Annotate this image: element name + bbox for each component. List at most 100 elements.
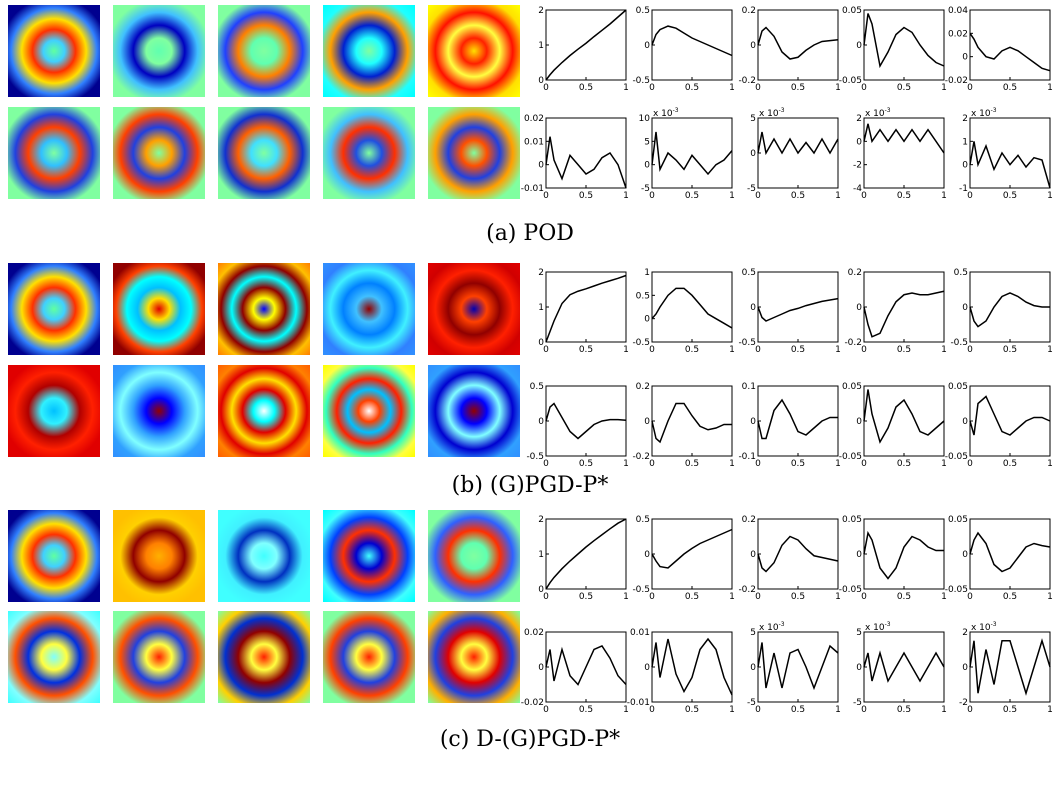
y-tick-label: 0.2 [848, 268, 862, 278]
line-plot: 0 1 2 0 0.5 1 [538, 6, 629, 93]
y-tick-label: 2 [538, 268, 544, 278]
mode-image [428, 365, 520, 457]
mode-image [8, 611, 100, 703]
y-tick-label: 0 [856, 303, 862, 313]
x-tick-label: 1 [1047, 83, 1053, 93]
axis-multiplier: x 10-3 [865, 621, 891, 633]
y-tick-label: 0.5 [954, 268, 968, 278]
mode-image [218, 5, 310, 97]
curve [651, 131, 733, 176]
x-tick-label: 0.5 [685, 459, 699, 469]
y-tick-label: 1 [962, 137, 968, 147]
x-tick-label: 0 [649, 705, 655, 715]
x-tick-label: 0 [967, 459, 973, 469]
y-tick-label: 0 [856, 550, 862, 560]
line-plot: -0.500.50 0.5 1 [632, 6, 734, 93]
x-tick-label: 1 [623, 191, 629, 201]
y-tick-label: -1 [959, 184, 968, 194]
x-tick-label: 0.5 [685, 191, 699, 201]
y-tick-label: 0.2 [636, 382, 650, 392]
mode-image [8, 510, 100, 602]
plot-frame [969, 117, 1051, 189]
curve [651, 287, 733, 329]
y-tick-label: -0.2 [632, 452, 650, 462]
y-tick-label: -2 [959, 698, 968, 708]
plot-frame [969, 385, 1051, 457]
x-tick-label: 0 [755, 191, 761, 201]
x-tick-label: 1 [835, 345, 841, 355]
line-plot: -0.200.20 0.5 1 [738, 515, 840, 602]
x-tick-label: 1 [941, 592, 947, 602]
mode-image [428, 611, 520, 703]
plot-frame [863, 271, 945, 343]
plot-frame [651, 9, 733, 81]
y-tick-label: 5 [750, 114, 756, 124]
mode-image [113, 611, 205, 703]
y-tick-label: 0 [644, 315, 650, 325]
caption: (a) POD [486, 221, 574, 246]
y-tick-label: -5 [641, 184, 650, 194]
x-tick-label: 0.5 [685, 83, 699, 93]
curve [863, 530, 944, 580]
y-tick-label: 0.05 [842, 6, 862, 16]
x-tick-label: 0.5 [1003, 191, 1017, 201]
line-plot: 0 1 2 0 0.5 1 [538, 268, 629, 355]
x-tick-label: 0 [543, 592, 549, 602]
x-tick-label: 0.5 [791, 191, 805, 201]
y-tick-label: 0 [750, 417, 756, 427]
curve [969, 531, 1051, 573]
mode-image [218, 365, 310, 457]
curve [863, 290, 945, 338]
y-tick-label: 0 [962, 417, 968, 427]
line-plot: -0.500.50 0.5 1 [632, 515, 734, 602]
curve [863, 389, 945, 444]
mode-image [218, 107, 310, 199]
plot-frame [969, 9, 1051, 81]
x-tick-label: 1 [941, 83, 947, 93]
axis-multiplier: x 10-3 [759, 621, 785, 633]
y-tick-label: -0.05 [945, 585, 968, 595]
mode-image [323, 5, 415, 97]
x-tick-label: 1 [729, 459, 735, 469]
x-tick-label: 0.5 [579, 705, 593, 715]
x-tick-label: 0 [649, 459, 655, 469]
mode-image [113, 263, 205, 355]
x-tick-label: 0 [755, 592, 761, 602]
x-tick-label: 0 [967, 191, 973, 201]
x-tick-label: 0.5 [897, 191, 911, 201]
mode-image [8, 5, 100, 97]
y-tick-label: 1 [644, 268, 650, 278]
curve [545, 518, 627, 590]
x-tick-label: 0.5 [1003, 705, 1017, 715]
y-tick-label: -0.2 [738, 76, 756, 86]
plot-frame [651, 631, 733, 703]
curve [757, 297, 839, 322]
plot-frame [545, 271, 627, 343]
x-tick-label: 1 [729, 345, 735, 355]
plot-frame [863, 518, 945, 590]
plot-frame [651, 117, 733, 189]
y-tick-label: 0 [644, 41, 650, 51]
y-tick-label: 0.5 [742, 268, 756, 278]
plot-frame [545, 117, 627, 189]
y-tick-label: 0 [962, 161, 968, 171]
curve [757, 26, 839, 60]
curve [969, 292, 1050, 328]
x-tick-label: 0.5 [1003, 592, 1017, 602]
mode-image [323, 611, 415, 703]
x-tick-label: 0 [861, 459, 867, 469]
y-tick-label: 0 [644, 663, 650, 673]
y-tick-label: 0.05 [948, 515, 968, 525]
x-tick-label: 1 [835, 83, 841, 93]
y-tick-label: 0.01 [524, 137, 544, 147]
x-tick-label: 0.5 [1003, 83, 1017, 93]
x-tick-label: 1 [1047, 459, 1053, 469]
x-tick-label: 0 [967, 83, 973, 93]
y-tick-label: 0.02 [524, 628, 544, 638]
